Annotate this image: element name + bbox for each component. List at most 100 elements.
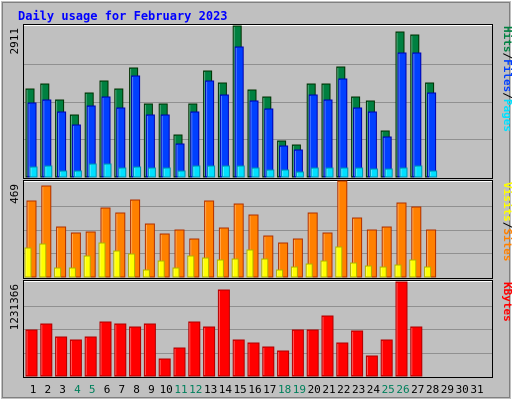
panel-2: 469 Visits/Sites	[8, 180, 512, 279]
day-label-22: 22	[337, 383, 350, 396]
bar-files-day-1	[27, 102, 37, 178]
bar-fill	[207, 165, 216, 178]
legend-visits: Visits	[501, 182, 512, 222]
bar-visits-day-18	[276, 269, 284, 278]
bar-fill	[203, 326, 216, 377]
bar-fill	[364, 265, 372, 278]
bar-fill	[202, 257, 210, 278]
bar-fill	[429, 170, 438, 178]
bar-kbytes-day-7	[114, 323, 127, 377]
bar-files-day-16	[249, 100, 259, 178]
bar-visits-day-2	[39, 243, 47, 278]
bar-kbytes-day-18	[277, 350, 290, 377]
chart-title: Daily usage for February 2023	[18, 9, 228, 23]
bar-kbytes-day-3	[55, 336, 68, 377]
bar-pages-day-22	[340, 167, 349, 178]
bar-fill	[143, 323, 156, 377]
bar-fill	[73, 170, 82, 178]
bar-fill	[39, 243, 47, 278]
bar-kbytes-day-24	[365, 355, 378, 377]
bar-fill	[310, 167, 319, 178]
bar-fill	[306, 329, 319, 377]
bar-pages-day-4	[73, 170, 82, 178]
day-label-23: 23	[352, 383, 365, 396]
bar-fill	[335, 246, 343, 278]
bar-fill	[55, 336, 68, 377]
bar-fill	[291, 329, 304, 377]
bar-pages-day-14	[221, 165, 230, 178]
bar-visits-day-6	[98, 242, 106, 278]
bar-pages-day-2	[44, 165, 53, 178]
day-label-26: 26	[396, 383, 409, 396]
bar-fill	[217, 289, 230, 377]
bar-fill	[247, 342, 260, 377]
legend-files: Files	[501, 59, 512, 92]
bar-visits-day-10	[157, 260, 165, 278]
bar-kbytes-day-19	[291, 329, 304, 377]
day-label-6: 6	[104, 383, 111, 396]
bar-fill	[379, 266, 387, 278]
bar-fill	[133, 166, 142, 178]
bar-visits-day-23	[350, 262, 358, 278]
bar-kbytes-day-21	[321, 315, 334, 377]
day-label-17: 17	[263, 383, 276, 396]
day-label-15: 15	[234, 383, 247, 396]
bar-kbytes-day-1	[25, 329, 38, 377]
day-label-30: 30	[456, 383, 469, 396]
bar-kbytes-day-20	[306, 329, 319, 377]
bar-fill	[69, 339, 82, 377]
bar-kbytes-day-11	[173, 347, 186, 377]
bar-fill	[216, 259, 224, 278]
panel-max-label: 1231366	[8, 284, 21, 330]
panel-legend: Visits/Sites	[501, 182, 512, 262]
bar-fill	[394, 264, 402, 278]
bar-fill	[424, 266, 432, 278]
bar-fill	[172, 267, 180, 278]
bar-fill	[158, 358, 171, 377]
legend-pages: Pages	[501, 99, 512, 132]
day-label-5: 5	[89, 383, 96, 396]
bar-visits-day-28	[424, 266, 432, 278]
bar-pages-day-12	[192, 165, 201, 178]
bar-visits-day-11	[172, 267, 180, 278]
day-label-11: 11	[174, 383, 187, 396]
bar-visits-day-19	[290, 266, 298, 278]
day-label-7: 7	[118, 383, 125, 396]
bar-kbytes-day-12	[188, 321, 201, 377]
bar-fill	[350, 262, 358, 278]
bar-kbytes-day-26	[395, 281, 408, 377]
bar-kbytes-day-25	[380, 339, 393, 377]
bar-pages-day-1	[29, 166, 38, 178]
bar-visits-day-13	[202, 257, 210, 278]
bar-fill	[410, 326, 423, 377]
bar-kbytes-day-23	[351, 330, 364, 377]
bar-visits-day-12	[187, 255, 195, 278]
legend-sites: Sites	[501, 228, 512, 261]
bar-fill	[246, 249, 254, 278]
panel-legend: Hits/Files/Pages	[501, 26, 512, 132]
bar-pages-day-24	[369, 168, 378, 178]
bar-fill	[88, 163, 97, 178]
day-label-21: 21	[322, 383, 335, 396]
bar-kbytes-day-10	[158, 358, 171, 377]
bar-fill	[276, 269, 284, 278]
bar-pages-day-25	[384, 168, 393, 178]
bar-fill	[340, 167, 349, 178]
bar-pages-day-19	[295, 171, 304, 178]
bar-pages-day-10	[162, 167, 171, 178]
bar-fill	[295, 171, 304, 178]
bar-visits-day-27	[409, 259, 417, 278]
bar-fill	[24, 247, 32, 278]
panel-max-label: 469	[8, 184, 21, 204]
bar-visits-day-14	[216, 259, 224, 278]
bar-files-day-7	[116, 107, 126, 178]
bar-pages-day-7	[118, 167, 127, 178]
bar-visits-day-15	[231, 258, 239, 278]
day-label-13: 13	[204, 383, 217, 396]
bar-fill	[290, 266, 298, 278]
bar-pages-day-9	[147, 167, 156, 178]
bar-visits-day-25	[379, 266, 387, 278]
